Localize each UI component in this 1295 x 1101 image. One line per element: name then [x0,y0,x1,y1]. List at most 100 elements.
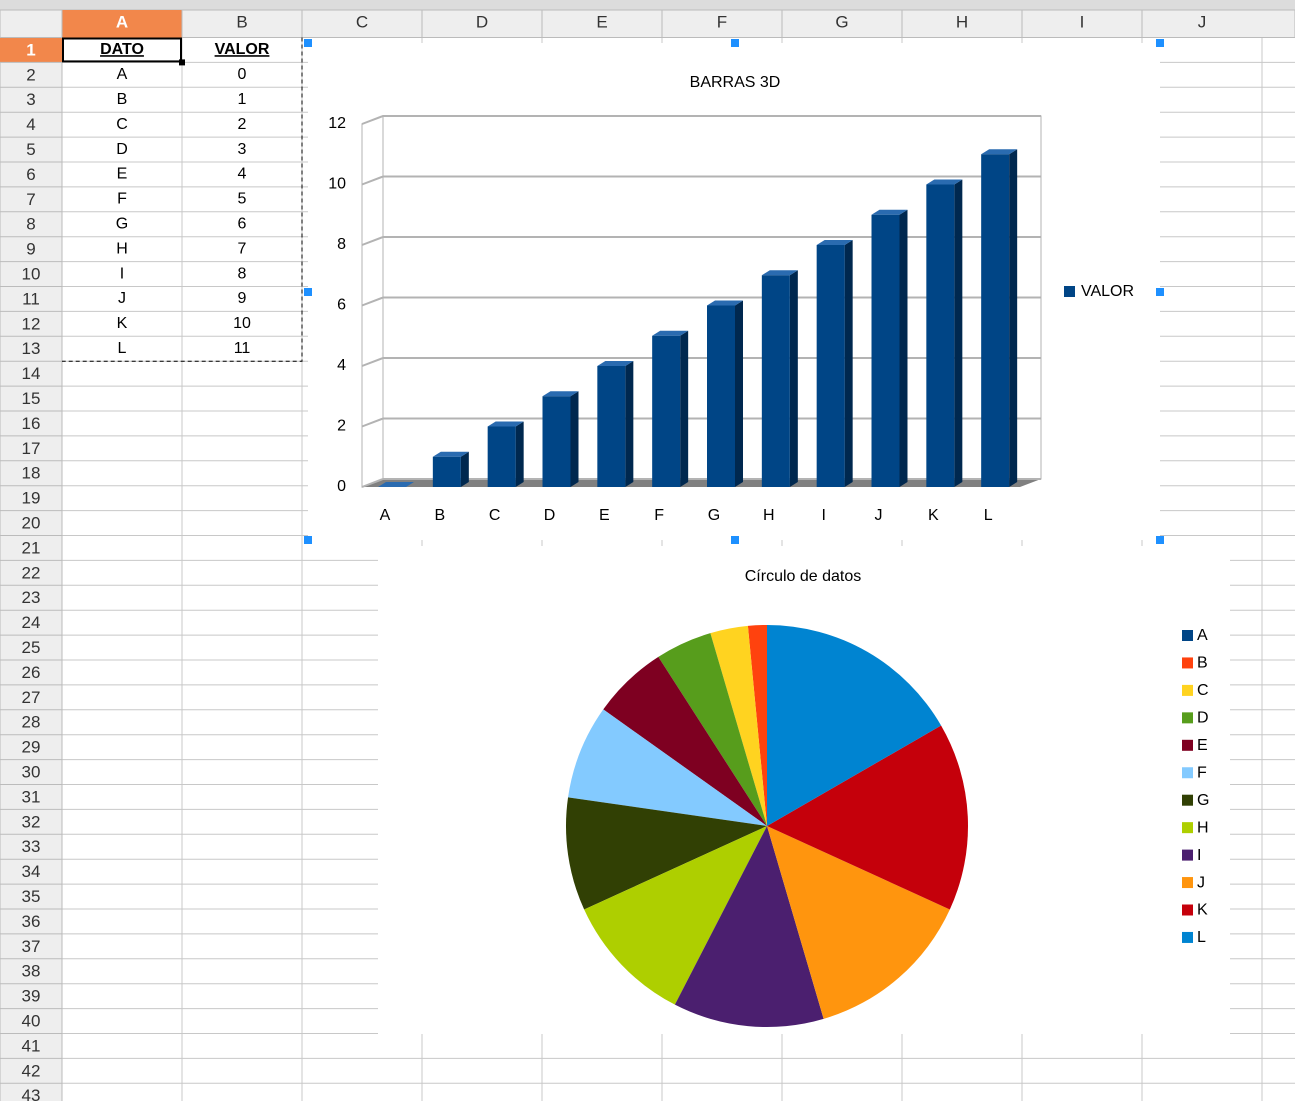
bar [926,184,955,487]
legend-label: L [1197,929,1206,946]
row-header: 15 [22,389,41,408]
row-header: 40 [22,1012,41,1031]
selection-handle [731,536,739,544]
bar [652,335,681,487]
row-header: 23 [22,588,41,607]
bar [816,245,845,487]
bar-side [899,209,908,487]
bar-side [954,179,963,487]
row-header: 12 [22,314,41,333]
row-header: 18 [22,464,41,483]
column-title: VALOR [215,41,270,58]
cell: 5 [238,191,247,208]
legend-label: H [1197,819,1209,836]
bar-side [844,240,853,487]
row-header: 2 [26,65,35,84]
legend-swatch [1182,877,1193,889]
x-tick-label: K [928,507,939,524]
y-tick-label: 10 [328,176,346,193]
legend-label: I [1197,847,1201,864]
bar-top [652,330,689,336]
chart-title: Círculo de datos [745,568,862,585]
cell: D [116,141,128,158]
row-header: 24 [22,613,41,632]
bar-side [789,270,798,487]
bar [432,456,461,487]
bar [981,154,1010,487]
row-header: 39 [22,987,41,1006]
bar-top [597,361,634,366]
pie-slice [710,625,767,826]
cell: 0 [238,66,247,83]
row-header: 10 [22,265,41,284]
bar-top [761,270,798,276]
row-header: 37 [22,937,41,956]
pie-slice [767,826,950,1019]
bar-top [981,149,1018,155]
cell: J [118,290,126,307]
cell: 10 [233,315,251,332]
cell: 11 [234,340,251,357]
x-tick-label: J [875,507,883,524]
row-header: 33 [22,837,41,856]
bar-side [680,330,689,487]
cell: A [117,66,128,83]
column-header: D [476,12,488,31]
cell: G [116,215,128,232]
row-header: 7 [26,190,35,209]
bar-side [460,451,469,487]
bar-side [1009,149,1018,487]
row-header: 43 [22,1086,41,1101]
cell: L [118,340,127,357]
bar [487,426,516,487]
legend-label: K [1197,902,1208,919]
chart-title: BARRAS 3D [690,74,781,91]
legend-label: E [1197,737,1208,754]
pie-slice [568,709,767,826]
selection-handle [1156,536,1164,544]
cell: F [117,191,127,208]
row-header: 41 [22,1036,41,1055]
column-title: DATO [100,41,144,58]
row-header: 30 [22,763,41,782]
row-header: 21 [22,538,41,557]
bar [597,366,626,487]
legend-label: F [1197,764,1207,781]
cell: 3 [238,141,247,158]
legend-label: G [1197,792,1209,809]
row-header: 11 [22,289,40,308]
row-header-bar [0,37,63,1101]
column-header: H [956,12,968,31]
row-header: 9 [26,240,35,259]
bar [871,214,900,487]
x-tick-label: I [821,507,825,524]
column-header: A [116,12,128,31]
cell: I [120,265,124,282]
active-cell [62,37,182,63]
cell: 1 [238,91,247,108]
y-tick-label: 4 [337,357,346,374]
legend-swatch [1182,630,1193,641]
grid-line [361,115,1041,125]
column-header: C [356,12,368,31]
column-header-bar [0,9,1295,38]
legend-label: A [1197,627,1208,644]
legend-swatch [1182,767,1193,779]
selection-handle [304,39,312,47]
bar-side [625,361,634,487]
x-tick-label: C [489,507,501,524]
x-tick-label: L [984,507,993,524]
bar [542,396,571,487]
row-header: 25 [22,638,41,657]
pie-slice [584,826,767,1005]
row-header: 36 [22,912,41,931]
legend-swatch [1182,684,1193,696]
row-header: 8 [26,215,35,234]
legend-swatch [1182,739,1193,751]
row-header: 4 [26,115,35,134]
legend-label: J [1197,874,1205,891]
row-header: 32 [22,812,41,831]
bar [761,275,790,487]
fill-handle [179,59,185,66]
column-header: J [1198,12,1207,31]
